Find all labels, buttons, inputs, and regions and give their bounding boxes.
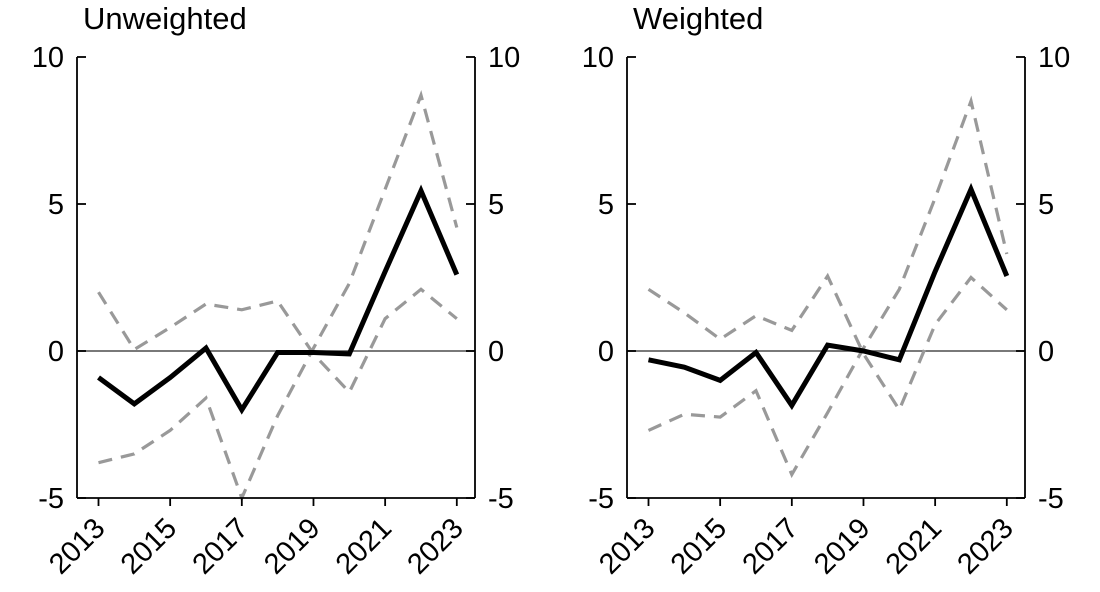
y-tick-label-right: 10 — [488, 42, 520, 74]
panel-weighted: Weighted 10 10 5 5 0 0 -5 -5 2013 2015 2017 2019 202… — [550, 0, 1100, 592]
weighted-estimate — [647, 182, 1010, 411]
chart-title-weighted: Weighted — [633, 1, 764, 36]
y-tick-label-right: -5 — [1038, 483, 1064, 515]
y-tick-label-right: 5 — [488, 189, 504, 221]
y-tick-label-left: -5 — [588, 483, 614, 515]
weighted-band-line-1 — [647, 272, 1008, 414]
x-tick-label: 2013 — [593, 512, 661, 580]
y-tick-label-right: -5 — [488, 483, 514, 515]
y-tick-label-left: 0 — [598, 336, 614, 368]
weighted-band-line-2 — [647, 95, 1009, 479]
chart-title-unweighted: Unweighted — [83, 1, 247, 36]
y-tick-label-left: 5 — [598, 189, 614, 221]
x-tick-label: 2019 — [258, 512, 326, 580]
unweighted-band-line-1 — [97, 287, 458, 395]
y-tick-label-right: 10 — [1038, 42, 1070, 74]
y-tick-label-right: 0 — [488, 336, 504, 368]
x-tick-label: 2013 — [43, 512, 111, 580]
x-tick-label: 2019 — [808, 512, 876, 580]
panel-unweighted: Unweighted 10 10 5 5 0 0 -5 -5 2013 2015 2017 2019 2… — [32, 1, 521, 581]
y-tick-label-left: 10 — [582, 42, 614, 74]
x-tick-label: 2021 — [330, 512, 398, 580]
y-tick-label-right: 0 — [1038, 336, 1054, 368]
x-tick-label: 2017 — [737, 512, 805, 580]
y-tick-label-right: 5 — [1038, 189, 1054, 221]
y-tick-label-left: 0 — [48, 336, 64, 368]
y-tick-label-left: 5 — [48, 189, 64, 221]
x-tick-label: 2015 — [115, 512, 183, 580]
x-tick-label: 2015 — [665, 512, 733, 580]
x-tick-label: 2023 — [402, 512, 470, 580]
y-tick-label-left: 10 — [32, 42, 64, 74]
x-tick-label: 2023 — [952, 512, 1020, 580]
unweighted-band-line-2 — [98, 90, 459, 503]
y-tick-label-left: -5 — [38, 483, 64, 515]
unweighted-estimate — [97, 184, 460, 415]
x-tick-label: 2021 — [880, 512, 948, 580]
x-tick-label: 2017 — [187, 512, 255, 580]
